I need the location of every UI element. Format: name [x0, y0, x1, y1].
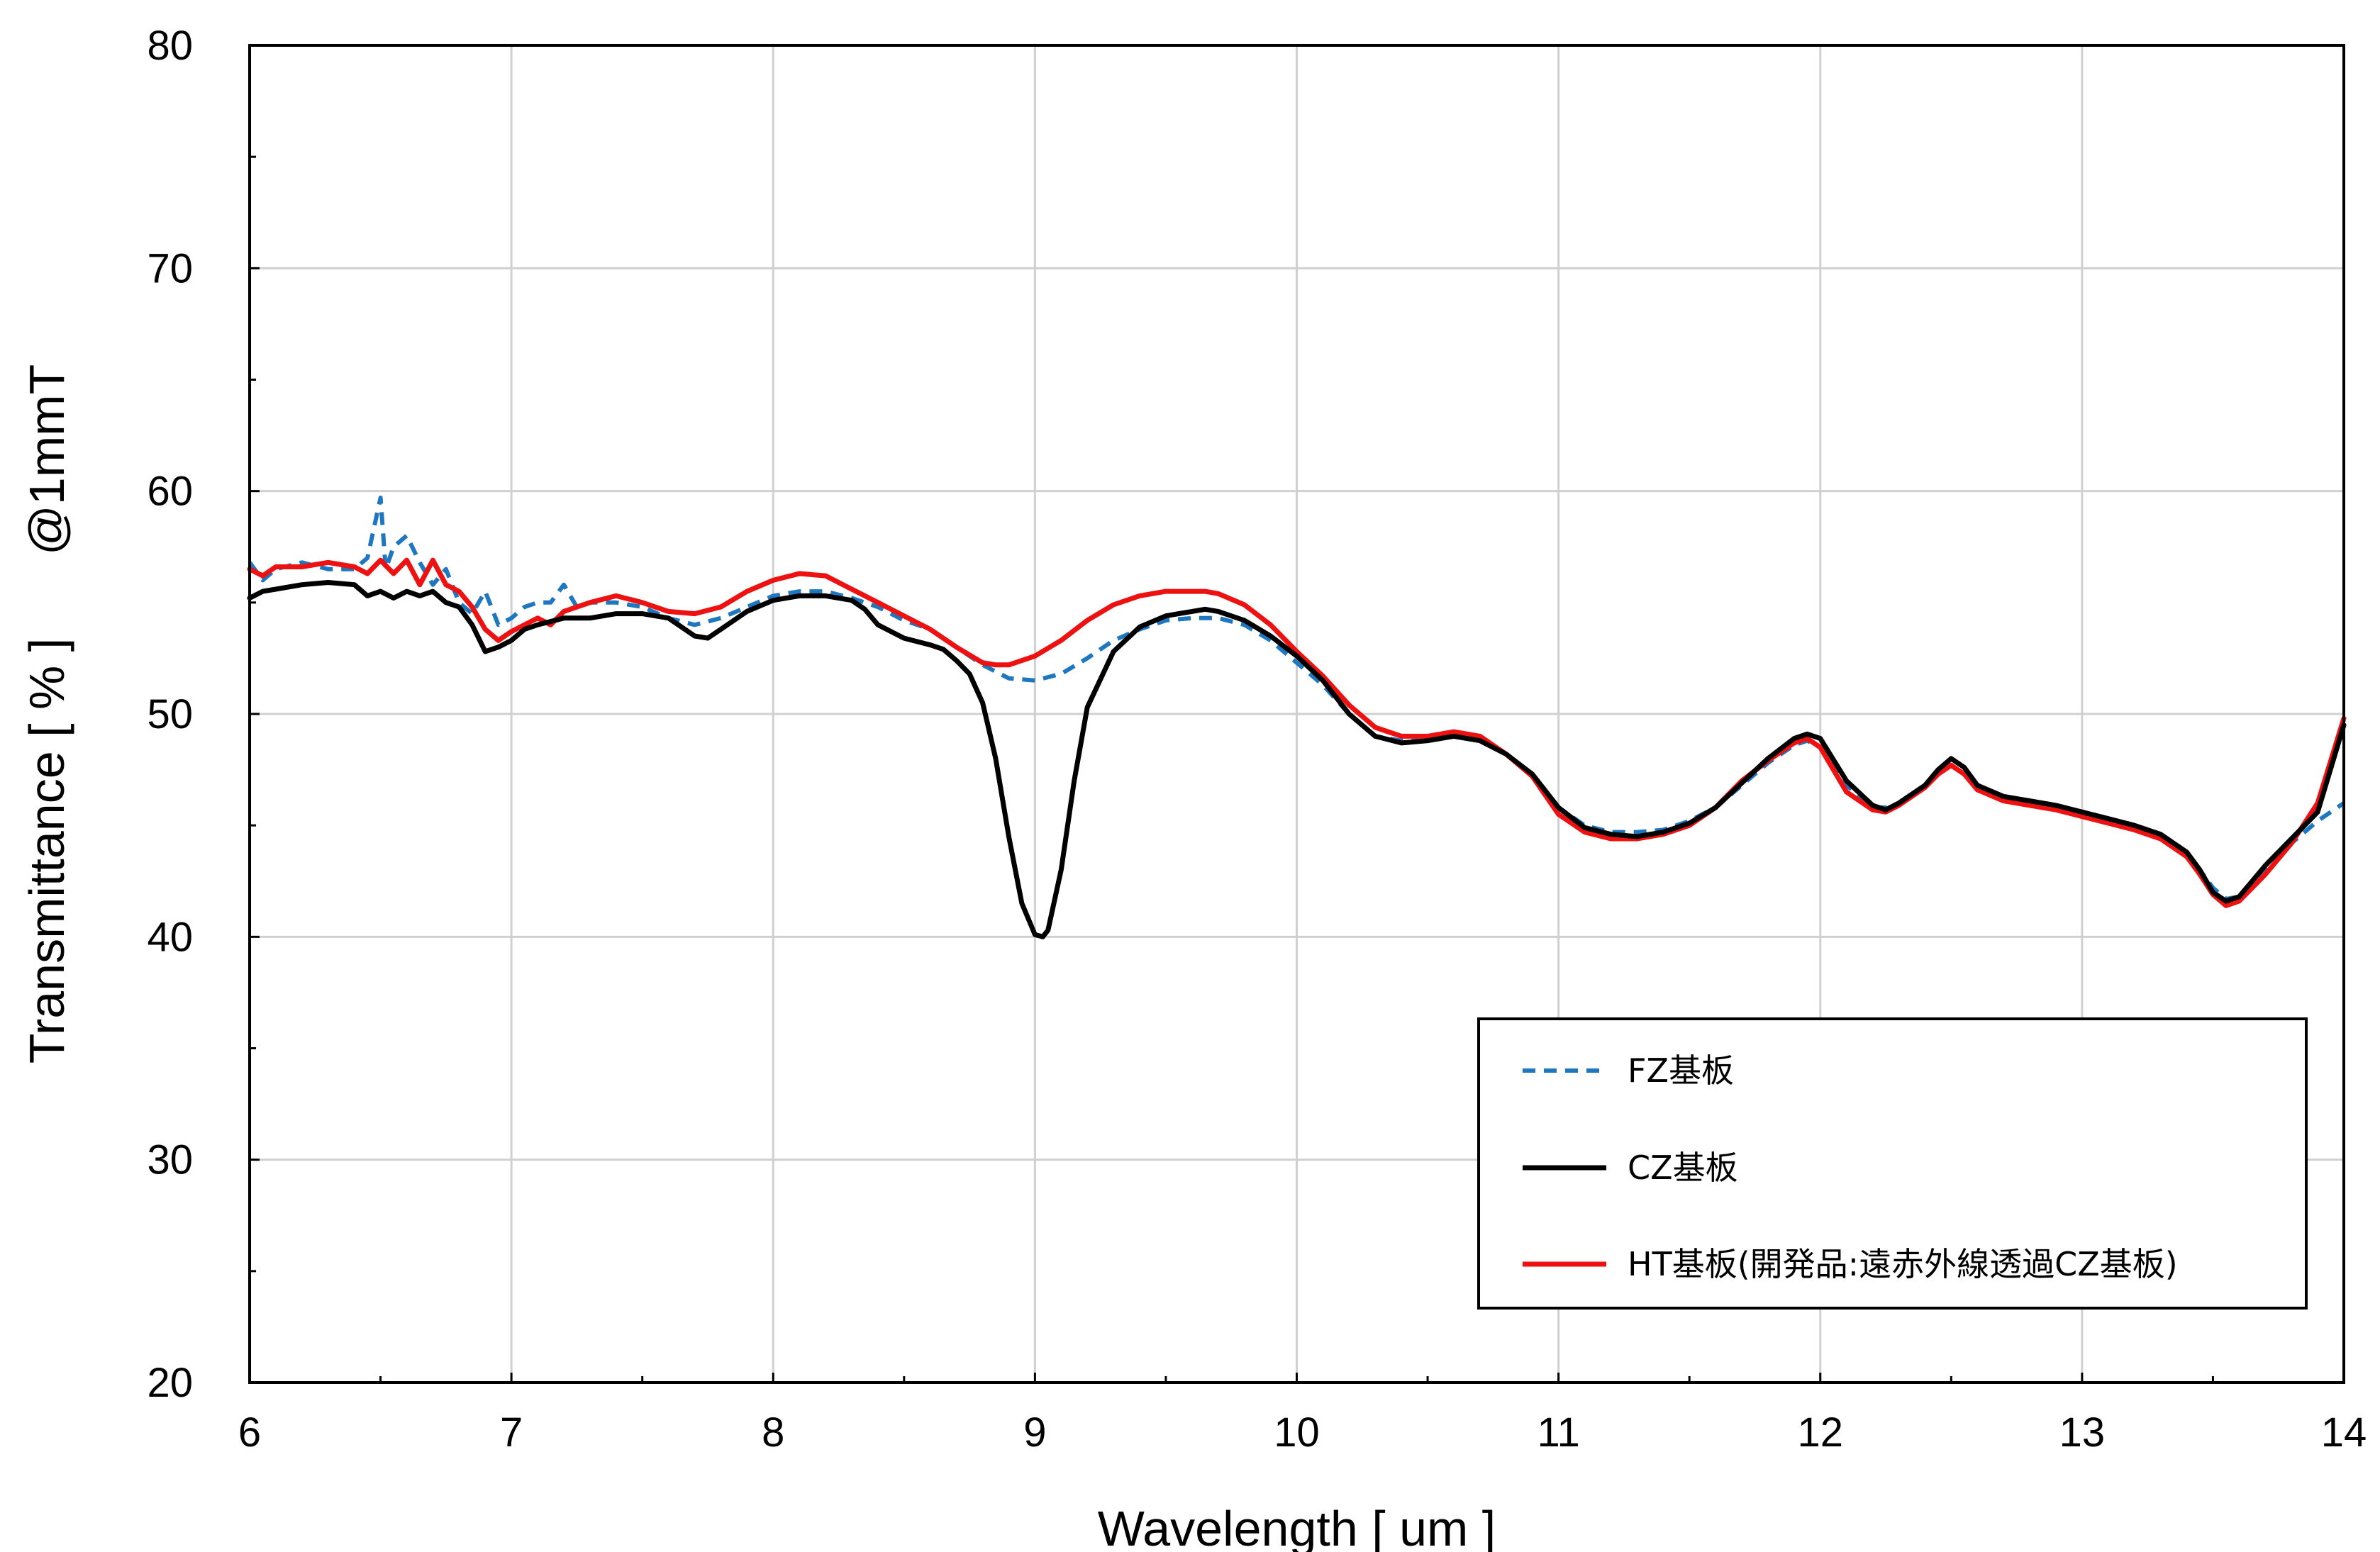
grid-lines — [250, 45, 2344, 1383]
x-axis-label: Wavelength [ um ] — [1098, 1501, 1496, 1552]
y-tick-label: 40 — [147, 914, 193, 960]
legend-label: FZ基板 — [1628, 1051, 1734, 1090]
legend-box — [1477, 1017, 2308, 1310]
x-tick-labels: 6 7 8 9 10 11 12 13 14 — [238, 1409, 2367, 1456]
legend: FZ基板 CZ基板 HT基板(開発品:遠赤外線透過CZ基板) — [1477, 1017, 2308, 1310]
x-tick-label: 6 — [238, 1409, 261, 1456]
y-tick-label: 20 — [147, 1360, 193, 1406]
legend-label: CZ基板 — [1628, 1149, 1738, 1187]
x-tick-label: 12 — [1797, 1409, 1843, 1456]
x-tick-label: 14 — [2321, 1409, 2367, 1456]
series-layer — [247, 496, 2347, 939]
legend-label: HT基板(開発品:遠赤外線透過CZ基板) — [1628, 1245, 2178, 1283]
y-axis-label: Transmittance [ % ] @1mmT — [19, 364, 74, 1063]
y-tick-label: 70 — [147, 245, 193, 291]
y-tick-labels: 20 30 40 50 60 70 80 — [147, 23, 193, 1406]
y-tick-label: 50 — [147, 691, 193, 737]
y-tick-label: 60 — [147, 469, 193, 515]
x-tick-label: 11 — [1537, 1409, 1580, 1456]
x-tick-label: 9 — [1023, 1409, 1046, 1456]
x-tick-label: 7 — [500, 1409, 523, 1456]
axis-ticks — [248, 44, 2345, 1384]
x-tick-label: 10 — [1274, 1409, 1320, 1456]
series-line-ht — [247, 557, 2347, 908]
y-tick-label: 80 — [147, 23, 193, 69]
y-tick-label: 30 — [147, 1137, 193, 1183]
x-tick-label: 8 — [762, 1409, 784, 1456]
series-line-fz — [248, 496, 2345, 901]
series-line-cz — [247, 580, 2347, 939]
x-tick-label: 13 — [2059, 1409, 2106, 1456]
